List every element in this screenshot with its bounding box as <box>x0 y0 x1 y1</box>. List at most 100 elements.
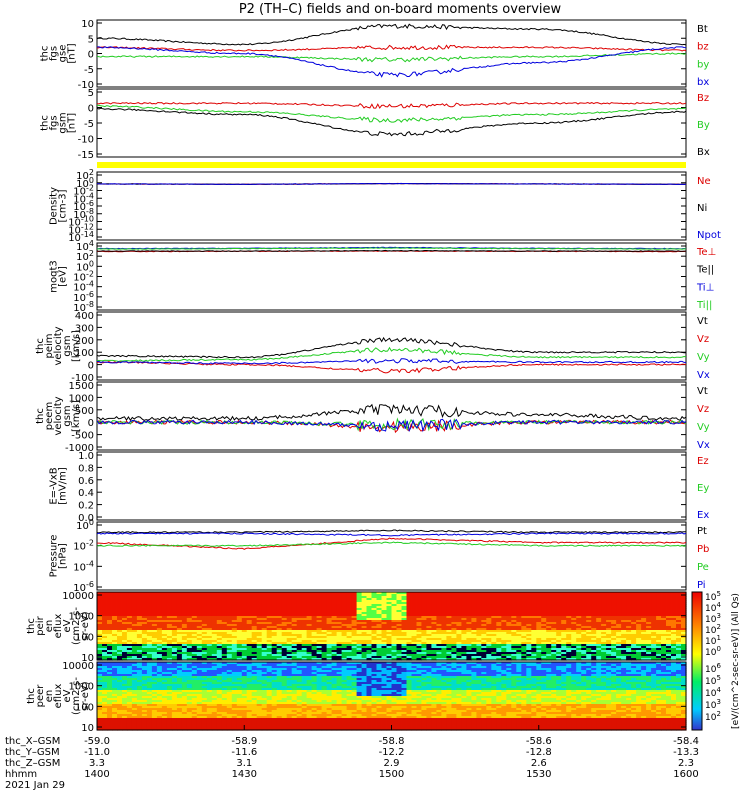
spectrogram-cell <box>321 640 328 643</box>
spectrogram-cell <box>441 604 447 607</box>
spectrogram-cell <box>321 632 328 635</box>
spectrogram-cell <box>416 626 423 629</box>
spectrogram-cell <box>281 642 288 645</box>
spectrogram-cell <box>141 596 148 599</box>
spectrogram-cell <box>107 618 113 621</box>
spectrogram-cell <box>421 630 427 633</box>
spectrogram-cell <box>306 642 313 645</box>
spectrogram-cell <box>281 638 288 641</box>
spectrogram-cell <box>586 618 592 621</box>
spectrogram-cell <box>511 658 517 661</box>
spectrogram-cell <box>371 664 378 667</box>
spectrogram-cell <box>316 652 323 655</box>
spectrogram-cell <box>581 668 587 671</box>
series-line-By <box>97 104 686 123</box>
spectrogram-cell <box>276 598 283 601</box>
spectrogram-cell <box>301 634 308 637</box>
spectrogram-cell <box>396 594 403 597</box>
spectrogram-cell <box>117 666 123 669</box>
spectrogram-cell <box>112 664 118 667</box>
spectrogram-cell <box>536 672 542 675</box>
spectrogram-cell <box>481 612 487 615</box>
spectrogram-cell <box>306 594 313 597</box>
spectrogram-cell <box>256 618 263 621</box>
spectrogram-cell <box>231 592 238 595</box>
spectrogram-cell <box>102 638 108 641</box>
spectrogram-cell <box>236 654 243 657</box>
spectrogram-cell <box>406 612 413 615</box>
spectrogram-cell <box>616 670 622 673</box>
spectrogram-cell <box>126 650 133 653</box>
spectrogram-cell <box>221 666 228 669</box>
spectrogram-cell <box>406 634 413 637</box>
spectrogram-cell <box>626 672 632 675</box>
spectrogram-cell <box>536 618 542 621</box>
spectrogram-cell <box>266 620 273 623</box>
spectrogram-cell <box>656 630 662 633</box>
spectrogram-cell <box>616 594 622 597</box>
spectrogram-cell <box>426 664 432 667</box>
spectrogram-cell <box>661 650 667 653</box>
spectrogram-cell <box>256 610 263 613</box>
spectrogram-cell <box>291 650 298 653</box>
spectrogram-cell <box>201 666 208 669</box>
spectrogram-cell <box>676 614 682 617</box>
spectrogram-cell <box>601 598 607 601</box>
spectrogram-cell <box>381 652 388 655</box>
spectrogram-cell <box>651 648 657 651</box>
spectrogram-cell <box>251 668 258 671</box>
spectrogram-cell <box>611 650 617 653</box>
spectrogram-cell <box>341 656 348 659</box>
spectrogram-cell <box>271 592 278 595</box>
spectrogram-cell <box>236 652 243 655</box>
spectrogram-cell <box>446 664 452 667</box>
spectrogram-cell <box>671 602 677 605</box>
spectrogram-cell <box>166 608 173 611</box>
spectrogram-cell <box>261 628 268 631</box>
tick-label: 100 <box>76 259 94 273</box>
spectrogram-cell <box>471 652 477 655</box>
spectrogram-cell <box>326 594 333 597</box>
spectrogram-cell <box>161 596 168 599</box>
spectrogram-cell <box>541 592 547 595</box>
spectrogram-cell <box>126 654 133 657</box>
spectrogram-cell <box>496 624 502 627</box>
spectrogram-cell <box>376 636 383 639</box>
spectrogram-cell <box>511 606 517 609</box>
spectrogram-cell <box>426 656 432 659</box>
spectrogram-cell <box>576 614 582 617</box>
spectrogram-cell <box>256 608 263 611</box>
spectrogram-cell <box>201 592 208 595</box>
spectrogram-cell <box>606 650 612 653</box>
spectrogram-cell <box>616 620 622 623</box>
spectrogram-cell <box>241 612 248 615</box>
spectrogram-cell <box>336 606 343 609</box>
spectrogram-cell <box>107 632 113 635</box>
spectrogram-cell <box>316 658 323 661</box>
spectrogram-cell <box>596 594 602 597</box>
spectrogram-cell <box>506 592 512 595</box>
spectrogram-cell <box>386 614 393 617</box>
spectrogram-cell <box>406 618 413 621</box>
spectrogram-cell <box>561 654 567 657</box>
spectrogram-cell <box>256 634 263 637</box>
spectrogram-cell <box>107 612 113 615</box>
spectrogram-cell <box>681 632 687 635</box>
spectrogram-cell <box>246 614 253 617</box>
spectrogram-cell <box>646 620 652 623</box>
spectrogram-cell <box>102 664 108 667</box>
spectrogram-cell <box>676 602 682 605</box>
spectrogram-cell <box>466 616 472 619</box>
spectrogram-cell <box>346 666 353 669</box>
spectrogram-cell <box>216 650 223 653</box>
spectrogram-cell <box>221 646 228 649</box>
spectrogram-cell <box>161 650 168 653</box>
spectrogram-cell <box>451 668 457 671</box>
spectrogram-cell <box>496 618 502 621</box>
spectrogram-cell <box>376 632 383 635</box>
spectrogram-cell <box>531 650 537 653</box>
spectrogram-cell <box>216 626 223 629</box>
spectrogram-cell <box>386 640 393 643</box>
spectrogram-cell <box>481 644 487 647</box>
